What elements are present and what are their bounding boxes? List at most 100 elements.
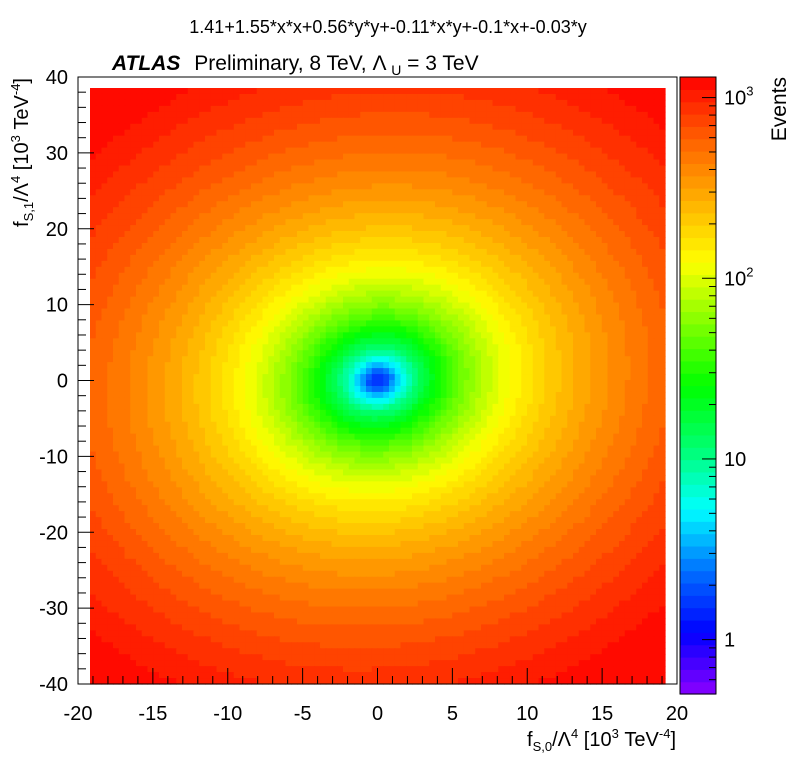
- heatmap-cell: [291, 284, 298, 292]
- heatmap-cell: [555, 266, 563, 274]
- heatmap-cell: [228, 272, 235, 280]
- heatmap-cell: [95, 195, 103, 202]
- heatmap-cell: [95, 141, 103, 149]
- heatmap-cell: [245, 374, 252, 381]
- heatmap-cell: [205, 320, 212, 327]
- heatmap-cell: [636, 225, 643, 232]
- heatmap-cell: [389, 260, 396, 268]
- heatmap-cell: [584, 326, 591, 333]
- heatmap-cell: [233, 171, 241, 178]
- heatmap-cell: [417, 380, 425, 387]
- heatmap-cell: [567, 326, 574, 333]
- heatmap-cell: [228, 320, 235, 327]
- heatmap-cell: [509, 213, 517, 220]
- heatmap-cell: [285, 93, 292, 101]
- heatmap-cell: [423, 350, 430, 357]
- heatmap-cell: [159, 105, 166, 113]
- heatmap-cell: [320, 242, 327, 250]
- heatmap-cell: [130, 380, 137, 387]
- heatmap-cell: [233, 159, 241, 167]
- heatmap-cell: [314, 368, 321, 375]
- heatmap-cell: [187, 344, 195, 351]
- heatmap-cell: [239, 189, 246, 196]
- heatmap-cell: [550, 159, 557, 167]
- heatmap-cell: [607, 284, 614, 292]
- heatmap-cell: [274, 290, 281, 298]
- heatmap-cell: [435, 117, 442, 125]
- heatmap-cell: [538, 338, 545, 345]
- heatmap-cell: [130, 129, 137, 137]
- heatmap-cell: [412, 248, 419, 256]
- heatmap-cell: [423, 201, 430, 208]
- heatmap-cell: [642, 368, 649, 375]
- heatmap-cell: [647, 242, 655, 250]
- heatmap-cell: [325, 123, 333, 131]
- heatmap-cell: [538, 141, 545, 149]
- heatmap-cell: [199, 207, 206, 214]
- heatmap-cell: [233, 272, 241, 280]
- heatmap-cell: [463, 219, 471, 226]
- heatmap-cell: [653, 237, 660, 244]
- heatmap-cell: [205, 308, 212, 316]
- heatmap-cell: [630, 284, 637, 292]
- heatmap-cell: [113, 165, 120, 173]
- heatmap-cell: [320, 350, 327, 357]
- heatmap-cell: [584, 159, 591, 167]
- heatmap-cell: [118, 141, 126, 149]
- heatmap-cell: [601, 314, 609, 322]
- heatmap-cell: [394, 254, 402, 262]
- heatmap-cell: [199, 219, 206, 226]
- heatmap-cell: [659, 117, 666, 125]
- heatmap-cell: [170, 266, 177, 274]
- heatmap-cell: [297, 153, 304, 161]
- heatmap-cell: [360, 362, 367, 369]
- heatmap-cell: [325, 189, 333, 196]
- heatmap-cell: [279, 93, 287, 101]
- heatmap-cell: [348, 129, 356, 137]
- heatmap-cell: [136, 123, 143, 131]
- heatmap-cell: [383, 123, 390, 131]
- heatmap-cell: [107, 189, 114, 196]
- heatmap-cell: [297, 207, 304, 214]
- heatmap-cell: [147, 320, 154, 327]
- heatmap-cell: [463, 374, 471, 381]
- heatmap-cell: [228, 374, 235, 381]
- heatmap-cell: [308, 248, 315, 256]
- heatmap-cell: [567, 99, 574, 107]
- heatmap-cell: [325, 219, 333, 226]
- heatmap-cell: [515, 189, 522, 196]
- heatmap-cell: [256, 242, 264, 250]
- heatmap-cell: [659, 171, 666, 178]
- heatmap-cell: [406, 314, 413, 322]
- heatmap-cell: [659, 147, 666, 155]
- heatmap-cell: [170, 344, 177, 351]
- heatmap-cell: [130, 272, 137, 280]
- heatmap-cell: [274, 123, 281, 131]
- heatmap-cell: [590, 129, 597, 137]
- heatmap-cell: [101, 117, 108, 125]
- heatmap-cell: [245, 332, 252, 339]
- heatmap-cell: [205, 266, 212, 274]
- heatmap-cell: [394, 183, 402, 190]
- heatmap-cell: [561, 88, 568, 95]
- heatmap-cell: [262, 278, 269, 286]
- heatmap-cell: [613, 260, 620, 268]
- heatmap-cell: [348, 165, 356, 173]
- heatmap-cell: [624, 272, 632, 280]
- heatmap-cell: [423, 338, 430, 345]
- heatmap-cell: [469, 201, 476, 208]
- heatmap-cell: [136, 231, 143, 238]
- heatmap-cell: [435, 183, 442, 190]
- heatmap-cell: [630, 374, 637, 381]
- heatmap-cell: [435, 225, 442, 232]
- heatmap-cell: [613, 338, 620, 345]
- heatmap-cell: [377, 326, 384, 333]
- heatmap-cell: [659, 135, 666, 143]
- heatmap-cell: [406, 254, 413, 262]
- heatmap-cell: [642, 320, 649, 327]
- heatmap-cell: [107, 356, 114, 363]
- heatmap-cell: [216, 248, 223, 256]
- heatmap-cell: [366, 290, 373, 298]
- heatmap-cell: [205, 338, 212, 345]
- heatmap-cell: [251, 278, 258, 286]
